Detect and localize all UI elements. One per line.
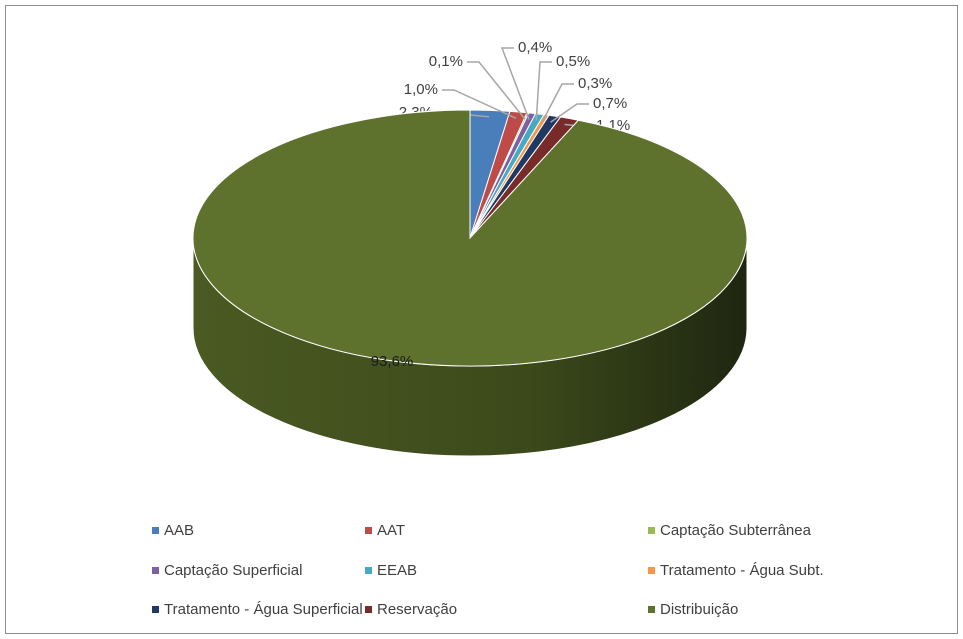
data-label: 0,5% — [556, 53, 590, 70]
legend-swatch — [365, 527, 372, 534]
legend-swatch — [648, 567, 655, 574]
pie-slice — [192, 109, 748, 367]
leader-line — [535, 61, 552, 121]
data-label: 0,4% — [518, 39, 552, 56]
legend-label: Distribuição — [660, 601, 738, 618]
legend-label: Reservação — [377, 601, 457, 618]
legend-swatch — [152, 567, 159, 574]
legend-swatch — [152, 606, 159, 613]
leader-line — [550, 103, 589, 123]
legend-label: AAB — [164, 522, 194, 539]
leader-line — [442, 89, 517, 119]
legend-swatch — [648, 606, 655, 613]
leader-line — [467, 61, 526, 120]
legend-swatch — [152, 527, 159, 534]
legend-swatch — [365, 567, 372, 574]
legend-label: Captação Subterrânea — [660, 522, 812, 539]
legend-swatch — [365, 606, 372, 613]
data-label: 0,7% — [593, 95, 627, 112]
data-label: 93,6% — [371, 353, 414, 370]
legend-label: EEAB — [377, 562, 417, 579]
data-label: 0,1% — [429, 53, 463, 70]
legend-label: Tratamento - Água Subt. — [660, 562, 824, 579]
legend-label: AAT — [377, 522, 405, 539]
data-label: 1,0% — [404, 81, 438, 98]
legend-swatch — [648, 527, 655, 534]
leader-line — [500, 47, 530, 120]
data-label: 0,3% — [578, 75, 612, 92]
legend-label: Captação Superficial — [164, 562, 302, 579]
leader-line — [541, 83, 574, 122]
legend-label: Tratamento - Água Superficial — [164, 601, 363, 618]
